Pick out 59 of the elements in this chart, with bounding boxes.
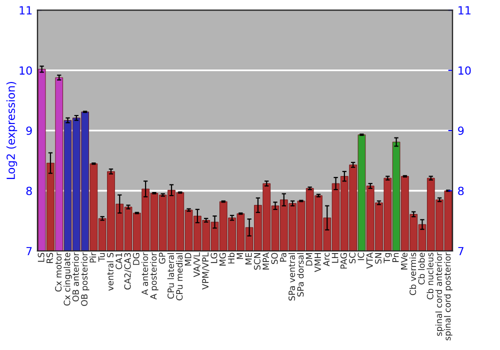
x-tick-label: A posterior [150, 252, 158, 300]
x-tick-label: CA2/CA3 [124, 253, 132, 290]
x-tick-label: LG [210, 253, 218, 263]
x-tick-label: SPa dorsal [297, 253, 304, 296]
x-tick-label: SPa ventral [288, 253, 296, 300]
y2-tick-label: 8 [458, 186, 464, 196]
x-tick-label: SN [374, 253, 382, 264]
y-tick-label: 8 [26, 186, 32, 196]
x-tick-label: RS [46, 252, 53, 263]
x-tick-label: SCN [254, 253, 260, 270]
y-tick-label: 10 [20, 66, 32, 75]
x-tick-label: Arc [323, 252, 330, 266]
y2-tick-label: 11 [458, 6, 470, 14]
x-tick-label: spinal cord posterior [444, 252, 452, 340]
y2-tick-label: 9 [458, 126, 464, 135]
x-tick-label: A anterior [141, 252, 148, 296]
x-tick-label: Cb lobe [418, 252, 425, 284]
x-tick-label: SO [271, 252, 278, 264]
x-tick-label: Tg [384, 253, 392, 264]
y-tick-label: 7 [26, 247, 32, 256]
x-tick-label: Pir [90, 252, 96, 262]
x-tick-label: Pa [280, 253, 286, 262]
x-tick-label: Pn [392, 253, 399, 262]
x-tick-label: spinal cord anterior [435, 252, 444, 336]
x-tick-label: SC [349, 252, 356, 264]
x-tick-label: CA1 [116, 253, 122, 270]
x-tick-label: DM [306, 253, 312, 266]
x-tick-label: GP [158, 252, 166, 264]
x-tick-label: Cb nucleus [426, 252, 434, 300]
x-tick-label: LH [332, 253, 338, 263]
x-tick-label: PAG [340, 253, 347, 269]
x-tick-label: VTA [366, 252, 373, 269]
x-tick-label: Tu [98, 253, 105, 262]
x-tick-label: MPA [262, 252, 269, 270]
x-tick-label: OB posterior [80, 252, 90, 306]
y-tick-label: 9 [26, 126, 32, 135]
x-tick-label: MD [184, 252, 192, 266]
x-tick-label: ventral S [106, 252, 114, 291]
x-tick-label: VPM/VPL [202, 252, 210, 290]
x-tick-label: MG [219, 253, 226, 266]
x-tick-label: Cb vermis [409, 252, 416, 296]
x-tick-label: ME [245, 252, 252, 264]
x-tick-label: IC [358, 252, 364, 260]
x-tick-label: VMH [314, 253, 321, 272]
x-tick-label: Cx cingulate [64, 252, 72, 306]
x-tick-label: CPu medial [176, 253, 183, 300]
x-tick-label: LS [38, 252, 44, 262]
y-tick-label: 11 [20, 6, 32, 14]
y2-tick-label: 10 [458, 66, 471, 75]
y2-tick-label: 7 [458, 247, 464, 256]
x-tick-label: Cx motor [55, 252, 62, 292]
x-tick-label: M [236, 253, 244, 259]
x-tick-label: DG [132, 253, 140, 265]
x-tick-label: OB anterior [72, 252, 79, 302]
x-tick-label: VA/VL [194, 252, 201, 278]
x-tick-label: MVe [401, 252, 408, 270]
y-axis-title: Log2 (expression) [6, 82, 18, 179]
x-tick-label: Hb [228, 252, 235, 264]
x-tick-label: CPu lateral [167, 253, 174, 299]
